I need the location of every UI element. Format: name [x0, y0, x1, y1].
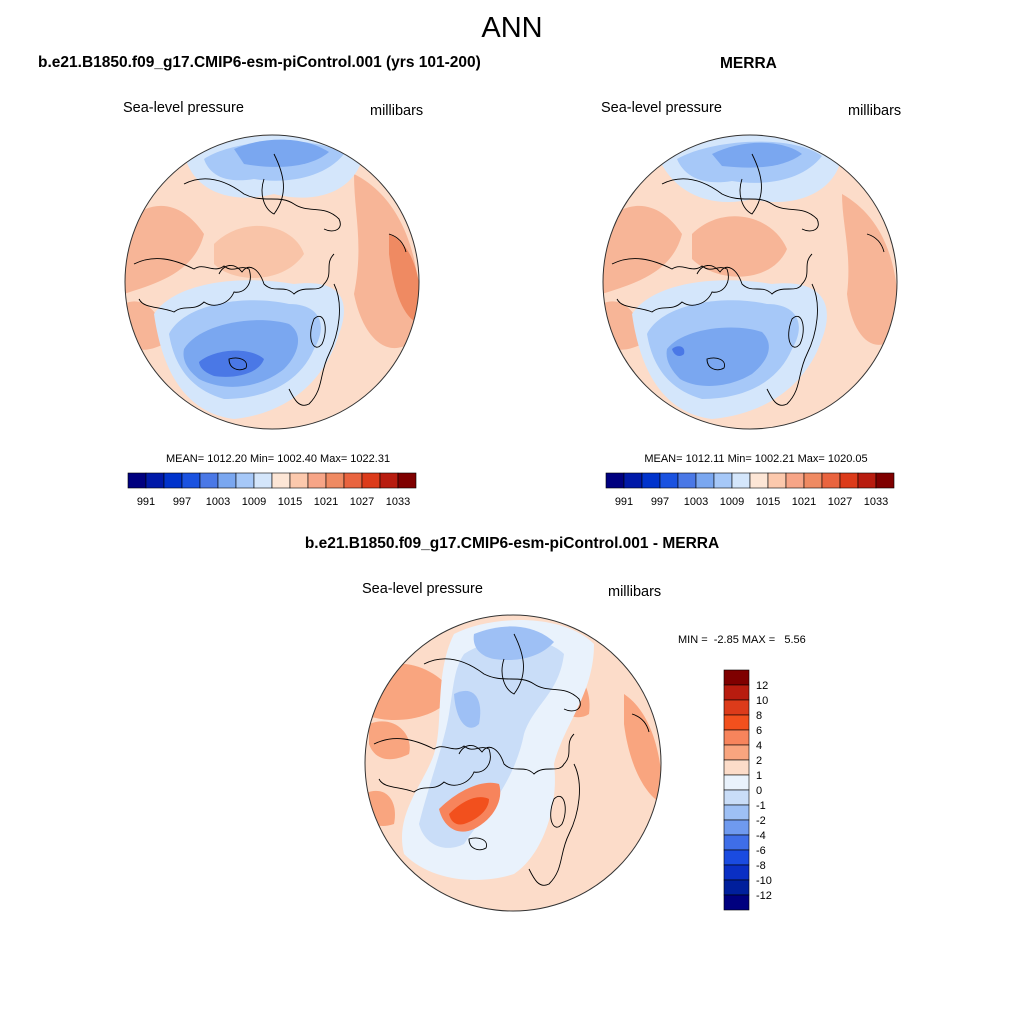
- colorbar-obs-tick-label: 1015: [756, 496, 780, 508]
- colorbar-model-tick-label: 991: [137, 496, 155, 508]
- colorbar-diff-tick-label: -1: [756, 800, 766, 812]
- colorbar-obs-tick-label: 1009: [720, 496, 744, 508]
- colorbar-model-tick-label: 1027: [350, 496, 374, 508]
- colorbar-obs-swatch: [605, 472, 625, 489]
- colorbar-diff-swatch: [723, 864, 750, 881]
- variable-label-model: Sea-level pressure: [123, 100, 244, 116]
- colorbar-model-swatch: [307, 472, 327, 489]
- colorbar-model-swatch: [397, 472, 417, 489]
- colorbar-diff-tick-label: -6: [756, 845, 766, 857]
- colorbar-obs-swatch: [731, 472, 751, 489]
- colorbar-obs-tick-label: 997: [651, 496, 669, 508]
- polar-map-obs: [602, 134, 898, 430]
- units-label-obs: millibars: [848, 103, 902, 119]
- colorbar-model-swatch: [289, 472, 309, 489]
- stats-obs: MEAN= 1012.11 Min= 1002.21 Max= 1020.05: [644, 453, 868, 465]
- colorbar-model-tick-label: 1015: [278, 496, 302, 508]
- variable-label-diff: Sea-level pressure: [362, 581, 483, 597]
- colorbar-diff-swatch: [723, 684, 750, 701]
- panel-heading-diff: b.e21.B1850.f09_g17.CMIP6-esm-piControl.…: [304, 535, 720, 552]
- page-title: ANN: [481, 12, 543, 44]
- colorbar-diff-tick-label: -4: [756, 830, 766, 842]
- colorbar-model-swatch: [343, 472, 363, 489]
- colorbar-model-swatch: [235, 472, 255, 489]
- colorbar-diff-tick-label: 2: [756, 755, 762, 767]
- colorbar-obs-swatch: [875, 472, 895, 489]
- colorbar-diff-swatch: [723, 699, 750, 716]
- colorbar-diff-tick-label: 4: [756, 740, 762, 752]
- polar-map-diff: [364, 614, 662, 912]
- colorbar-diff-swatch: [723, 789, 750, 806]
- colorbar-obs-tick-label: 991: [615, 496, 633, 508]
- colorbar-obs-tick-label: 1021: [792, 496, 816, 508]
- panel-heading-obs: MERRA: [720, 55, 777, 72]
- colorbar-obs-swatch: [839, 472, 859, 489]
- colorbar-obs-swatch: [695, 472, 715, 489]
- colorbar-model-swatch: [325, 472, 345, 489]
- colorbar-model: 991 997 1003 1009 1015 1021 1027 1033: [127, 472, 417, 508]
- colorbar-diff-tick-label: 6: [756, 725, 762, 737]
- colorbar-diff-swatch: [723, 714, 750, 731]
- colorbar-diff-swatch: [723, 804, 750, 821]
- colorbar-model-tick-label: 1033: [386, 496, 410, 508]
- colorbar-obs-swatch: [713, 472, 733, 489]
- panel-heading-model: b.e21.B1850.f09_g17.CMIP6-esm-piControl.…: [38, 54, 481, 71]
- diff-minmax: MIN = -2.85 MAX = 5.56: [678, 634, 806, 646]
- colorbar-model-swatch: [181, 472, 201, 489]
- units-label-diff: millibars: [608, 584, 662, 600]
- colorbar-diff-tick-label: -12: [756, 890, 772, 902]
- colorbar-model-tick-label: 1021: [314, 496, 338, 508]
- colorbar-diff-tick-label: 1: [756, 770, 762, 782]
- colorbar-diff-swatch: [723, 819, 750, 836]
- colorbar-diff-tick-label: -8: [756, 860, 766, 872]
- colorbar-model-swatch: [271, 472, 291, 489]
- colorbar-model-swatch: [199, 472, 219, 489]
- colorbar-diff-tick-label: 8: [756, 710, 762, 722]
- colorbar-diff-swatch: [723, 834, 750, 851]
- colorbar-obs-swatch: [641, 472, 661, 489]
- colorbar-model-swatch: [145, 472, 165, 489]
- colorbar-obs-swatch: [749, 472, 769, 489]
- variable-label-obs: Sea-level pressure: [601, 100, 722, 116]
- colorbar-obs-tick-label: 1027: [828, 496, 852, 508]
- colorbar-model-tick-label: 1009: [242, 496, 266, 508]
- colorbar-diff-swatch: [723, 759, 750, 776]
- colorbar-obs-swatch: [857, 472, 877, 489]
- colorbar-model-swatch: [361, 472, 381, 489]
- colorbar-diff-swatch: [723, 669, 750, 686]
- colorbar-obs-tick-label: 1003: [684, 496, 708, 508]
- colorbar-obs-swatch: [677, 472, 697, 489]
- colorbar-diff-tick-label: 0: [756, 785, 762, 797]
- colorbar-diff-swatch: [723, 879, 750, 896]
- colorbar-model-tick-label: 1003: [206, 496, 230, 508]
- colorbar-diff-tick-label: -10: [756, 875, 772, 887]
- colorbar-model-swatch: [217, 472, 237, 489]
- colorbar-diff-tick-label: 12: [756, 680, 768, 692]
- colorbar-obs-swatch: [803, 472, 823, 489]
- stats-model: MEAN= 1012.20 Min= 1002.40 Max= 1022.31: [165, 453, 391, 465]
- colorbar-model-swatch: [127, 472, 147, 489]
- colorbar-diff-swatch: [723, 729, 750, 746]
- colorbar-obs: 991 997 1003 1009 1015 1021 1027 1033: [605, 472, 895, 508]
- colorbar-obs-swatch: [767, 472, 787, 489]
- colorbar-diff-tick-label: 10: [756, 695, 768, 707]
- colorbar-model-swatch: [253, 472, 273, 489]
- colorbar-obs-swatch: [785, 472, 805, 489]
- colorbar-diff-swatch: [723, 894, 750, 911]
- colorbar-obs-swatch: [659, 472, 679, 489]
- colorbar-diff-tick-label: -2: [756, 815, 766, 827]
- colorbar-model-swatch: [379, 472, 399, 489]
- colorbar-obs-tick-label: 1033: [864, 496, 888, 508]
- colorbar-model-swatch: [163, 472, 183, 489]
- colorbar-diff-swatch: [723, 849, 750, 866]
- colorbar-obs-swatch: [821, 472, 841, 489]
- colorbar-diff-swatch: [723, 744, 750, 761]
- units-label-model: millibars: [370, 103, 424, 119]
- colorbar-model-tick-label: 997: [173, 496, 191, 508]
- colorbar-obs-swatch: [623, 472, 643, 489]
- colorbar-diff-swatch: [723, 774, 750, 791]
- polar-map-model: [124, 134, 420, 430]
